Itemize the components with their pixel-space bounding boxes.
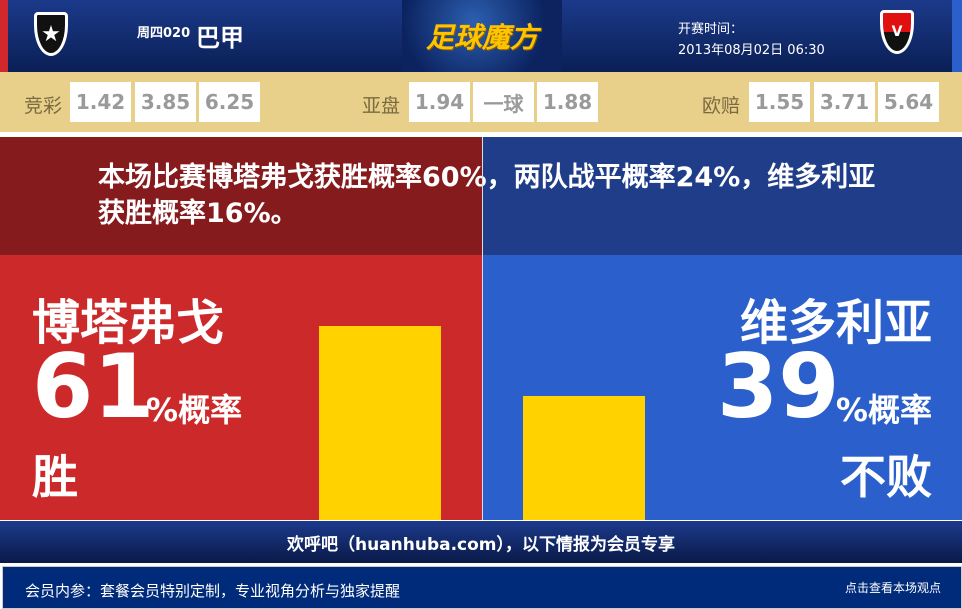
jingcai-label: 竞彩: [24, 95, 63, 117]
away-percent: 39: [717, 335, 840, 438]
away-percent-unit: %概率: [835, 391, 932, 429]
yapan-handicap: 一球: [473, 82, 534, 122]
summary-band-home: [0, 137, 482, 255]
away-team-name: 维多利亚: [739, 295, 932, 351]
jingcai-draw: 3.85: [135, 82, 196, 122]
home-team-name: 博塔弗戈: [32, 295, 225, 351]
yapan-home: 1.94: [409, 82, 470, 122]
jingcai-win: 1.42: [70, 82, 131, 122]
away-probability-bar: [523, 396, 645, 520]
home-panel: 博塔弗戈 61 %概率 胜: [0, 255, 482, 520]
yapan-away: 1.88: [537, 82, 598, 122]
oupei-win: 1.55: [749, 82, 810, 122]
kickoff-label: 开赛时间：: [678, 22, 744, 37]
member-footer: 会员内参：套餐会员特别定制，专业视角分析与独家提醒 点击查看本场观点: [2, 566, 962, 609]
jingcai-loss: 6.25: [199, 82, 260, 122]
site-logo: 足球魔方: [402, 0, 562, 72]
member-banner[interactable]: 欢呼吧（huanhuba.com），以下情报为会员专享: [0, 521, 962, 563]
prediction-summary: 本场比赛博塔弗戈获胜概率60%，两队战平概率24%，维多利亚获胜概率16%。: [98, 162, 876, 229]
match-number: 周四020: [137, 26, 191, 41]
league-name: 巴甲: [196, 24, 244, 52]
home-team-crest-icon: ★: [34, 12, 68, 56]
oupei-draw: 3.71: [814, 82, 875, 122]
home-percent: 61: [32, 335, 155, 438]
oupei-label: 欧赔: [702, 95, 741, 117]
yapan-label: 亚盘: [362, 95, 401, 117]
home-probability-bar: [319, 326, 441, 520]
away-panel: 维多利亚 39 %概率 不败: [483, 255, 962, 520]
home-color-stripe: [0, 0, 8, 72]
kickoff-time: 2013年08月02日 06:30: [678, 43, 825, 58]
oupei-loss: 5.64: [878, 82, 939, 122]
home-outcome: 胜: [32, 450, 78, 504]
member-footer-text: 会员内参：套餐会员特别定制，专业视角分析与独家提醒: [25, 582, 401, 600]
away-outcome: 不败: [840, 450, 932, 504]
home-percent-unit: %概率: [146, 391, 243, 429]
summary-band-away: [482, 137, 962, 255]
panel-divider: [482, 137, 483, 520]
odds-bar: 竞彩 1.42 3.85 6.25 亚盘 1.94 一球 1.88 欧赔 1.5…: [0, 72, 962, 132]
view-opinion-link[interactable]: 点击查看本场观点: [844, 581, 941, 595]
away-color-stripe: [952, 0, 962, 72]
